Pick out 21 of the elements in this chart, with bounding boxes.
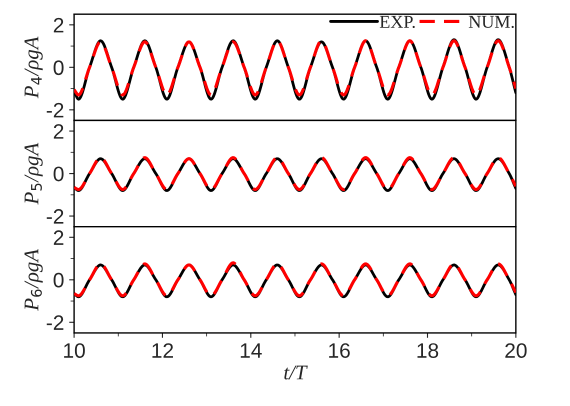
y-tick-label: -2 (46, 209, 64, 224)
x-tick-label: 20 (505, 343, 527, 358)
legend-label: EXP. (380, 16, 415, 28)
y-tick-label: -2 (46, 315, 64, 330)
y-axis-title: P$_{4}$/ρgA (24, 36, 43, 98)
y-axis-title: P$_{6}$/ρgA (24, 248, 43, 311)
x-tick-label: 16 (329, 343, 350, 358)
x-tick-label: 12 (152, 343, 173, 358)
y-tick-label: 0 (54, 166, 64, 182)
y-tick-label: -2 (46, 102, 64, 118)
y-tick-label: 0 (54, 272, 64, 288)
x-tick-label: 10 (64, 343, 85, 358)
legend-label: NUM. (468, 16, 514, 28)
y-tick-label: 2 (54, 18, 64, 32)
x-tick-label: 18 (418, 343, 438, 358)
y-tick-label: 2 (54, 230, 64, 245)
y-axis-title: P$_{5}$/ρgA (24, 142, 43, 205)
y-tick-label: 0 (54, 60, 64, 76)
x-axis-title: t/T (284, 366, 308, 380)
x-tick-label: 14 (240, 343, 262, 358)
y-tick-label: 2 (54, 124, 64, 139)
